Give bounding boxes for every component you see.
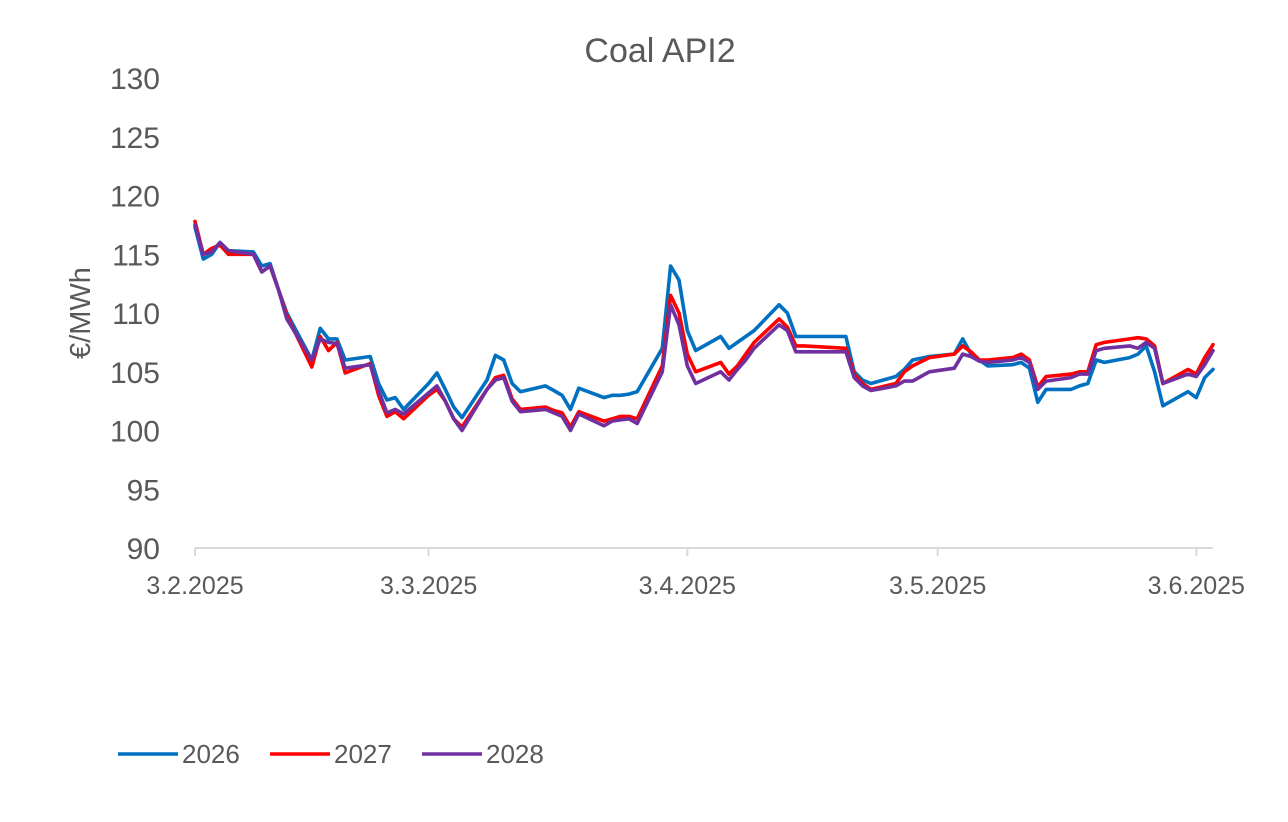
chart-title: Coal API2 (584, 32, 735, 70)
x-tick-label: 3.2.2025 (146, 572, 243, 600)
y-tick-label: 110 (112, 298, 160, 331)
x-tick-label: 3.6.2025 (1148, 572, 1245, 600)
y-tick-label: 120 (110, 181, 160, 214)
y-tick-label: 90 (127, 533, 160, 566)
y-tick-label: 105 (110, 357, 160, 390)
legend: 2026 2027 2028 (118, 739, 544, 769)
legend-label: 2028 (486, 739, 544, 769)
y-tick-label: 100 (110, 416, 160, 449)
legend-label: 2026 (182, 739, 240, 769)
series-line-2027 (193, 219, 1215, 429)
y-axis-ticks: 90 95 100 105 110 115 120 125 130 (110, 63, 160, 566)
series-line-2028 (193, 223, 1215, 433)
x-axis: 3.2.2025 3.3.2025 3.4.2025 3.5.2025 3.6.2025 (146, 547, 1245, 600)
x-tick-label: 3.4.2025 (639, 572, 736, 600)
y-axis-label: €/MWh (65, 267, 97, 359)
y-tick-label: 130 (110, 63, 160, 96)
legend-label: 2027 (334, 739, 392, 769)
y-tick-label: 115 (112, 239, 160, 272)
series-line-2026 (193, 225, 1215, 420)
y-tick-label: 95 (127, 474, 160, 507)
x-tick-label: 3.5.2025 (889, 572, 986, 600)
series-lines (193, 219, 1215, 433)
x-tick-label: 3.3.2025 (380, 572, 477, 600)
y-tick-label: 125 (110, 122, 160, 155)
